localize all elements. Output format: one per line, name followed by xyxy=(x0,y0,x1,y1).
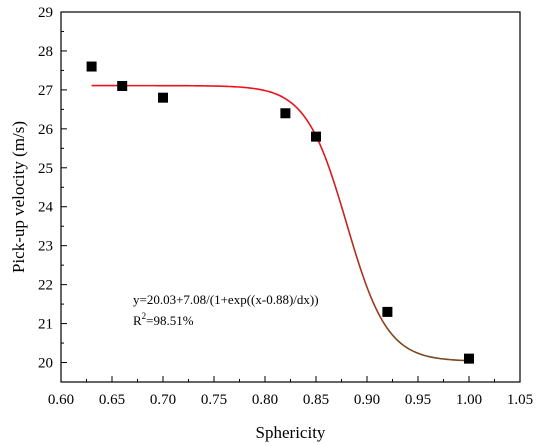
fit-equation: y=20.03+7.08/(1+exp((x-0.88)/dx)) xyxy=(133,292,319,307)
data-point xyxy=(464,353,474,364)
y-tick-label: 27 xyxy=(38,83,54,99)
y-tick-label: 21 xyxy=(38,317,53,333)
x-tick-label: 0.85 xyxy=(303,392,329,408)
plot-frame xyxy=(60,11,521,383)
x-tick-label: 0.60 xyxy=(48,392,74,408)
y-tick-label: 25 xyxy=(38,161,53,177)
y-tick-label: 26 xyxy=(38,122,54,138)
x-tick-label: 0.80 xyxy=(252,392,278,408)
data-point xyxy=(158,92,168,103)
x-tick-label: 1.05 xyxy=(507,392,533,408)
x-tick-label: 0.70 xyxy=(150,392,176,408)
x-tick-label: 0.65 xyxy=(99,392,125,408)
data-point xyxy=(117,81,128,91)
data-points xyxy=(86,61,474,364)
y-tick-label: 20 xyxy=(38,356,53,372)
y-tick-label: 24 xyxy=(38,200,54,216)
r2-superscript: 2 xyxy=(142,311,147,321)
x-tick-label: 0.75 xyxy=(201,392,227,408)
x-tick-label: 0.90 xyxy=(354,392,380,408)
y-tick-label: 22 xyxy=(38,278,53,294)
data-point xyxy=(311,131,321,142)
y-tick-label: 29 xyxy=(38,5,53,21)
data-point xyxy=(280,108,291,119)
r-squared-label: R2=98.51% xyxy=(133,311,194,328)
data-point xyxy=(382,306,393,317)
data-point xyxy=(86,61,97,72)
x-axis-ticks: 0.60 0.65 0.70 0.75 0.80 0.85 0.90 0.95 1.00 1.05 xyxy=(48,376,533,408)
y-axis-ticks: 20 21 22 23 24 25 26 27 28 29 xyxy=(38,5,67,383)
r2-value: =98.51% xyxy=(146,313,194,328)
y-tick-label: 23 xyxy=(38,239,53,255)
r2-base: R xyxy=(133,313,142,328)
y-tick-label: 28 xyxy=(38,44,53,60)
y-axis-title: Pick-up velocity (m/s) xyxy=(9,121,28,273)
x-tick-label: 1.00 xyxy=(456,392,482,408)
x-tick-label: 0.95 xyxy=(405,392,431,408)
x-axis-title: Sphericity xyxy=(256,423,326,442)
fit-curve xyxy=(91,84,470,362)
